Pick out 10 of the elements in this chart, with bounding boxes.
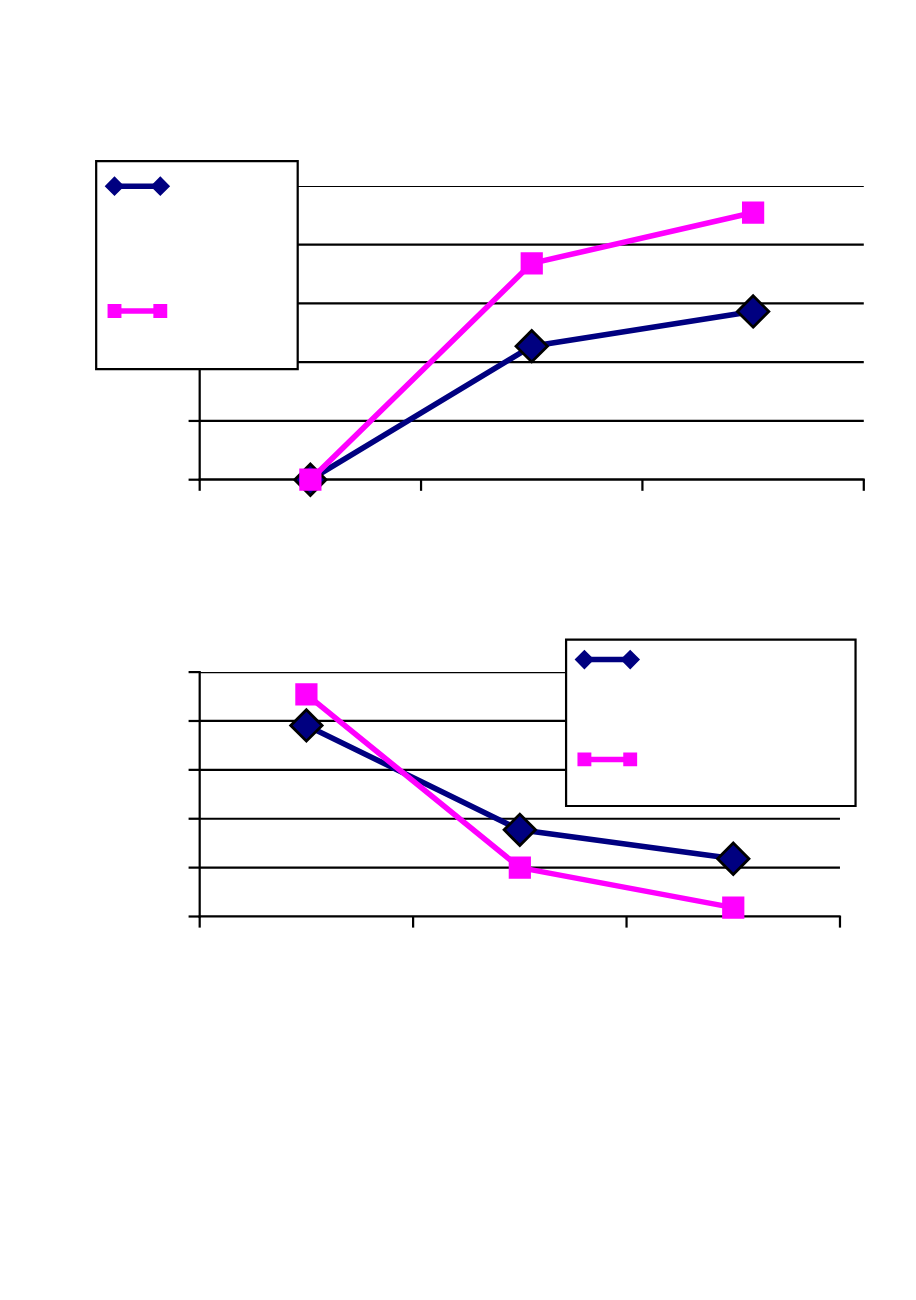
point [514, 329, 549, 364]
point [722, 896, 745, 919]
point [716, 841, 751, 876]
point [520, 252, 543, 275]
point [289, 708, 324, 743]
point [741, 201, 765, 224]
point [502, 812, 537, 847]
point [508, 856, 531, 879]
point [736, 294, 771, 329]
point [295, 683, 318, 706]
